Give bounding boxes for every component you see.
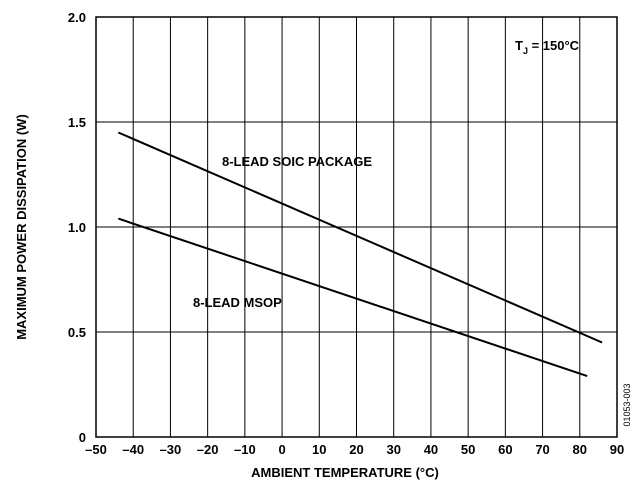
plot-frame	[95, 16, 618, 438]
y-tick-label: 0	[79, 430, 86, 445]
x-tick-label: –30	[160, 442, 182, 457]
x-tick-label: –40	[122, 442, 144, 457]
y-tick-label: 1.0	[68, 220, 86, 235]
x-tick-label: 50	[461, 442, 475, 457]
y-tick-label: 1.5	[68, 115, 86, 130]
x-tick-label: 20	[349, 442, 363, 457]
y-axis-label: MAXIMUM POWER DISSIPATION (W)	[14, 114, 29, 340]
series-lines	[117, 131, 603, 378]
x-tick-label: –20	[197, 442, 219, 457]
x-tick-label: –10	[234, 442, 256, 457]
x-tick-label: 60	[498, 442, 512, 457]
x-tick-label: 30	[386, 442, 400, 457]
x-tick-label: 0	[278, 442, 285, 457]
y-tick-label: 2.0	[68, 10, 86, 25]
x-tick-label: 70	[535, 442, 549, 457]
series-line-msop	[118, 217, 588, 378]
grid	[96, 17, 617, 437]
series-line-soic	[117, 131, 603, 344]
x-tick-label: 10	[312, 442, 326, 457]
series-label-msop: 8-LEAD MSOP	[193, 295, 282, 310]
x-axis-label: AMBIENT TEMPERATURE (°C)	[251, 465, 439, 480]
x-tick-label: –50	[85, 442, 107, 457]
x-tick-label: 90	[610, 442, 624, 457]
series-label-soic: 8-LEAD SOIC PACKAGE	[222, 154, 372, 169]
x-tick-labels: –50 –40 –30 –20 –10 0 10 20 30 40 50 60 70 80 90	[85, 442, 624, 457]
x-tick-label: 40	[424, 442, 438, 457]
figure-id: 01053-003	[622, 383, 632, 426]
y-tick-labels: 0 0.5 1.0 1.5 2.0	[68, 10, 86, 445]
y-tick-label: 0.5	[68, 325, 86, 340]
junction-temperature-annotation: TJ = 150°C	[515, 38, 580, 56]
x-tick-label: 80	[573, 442, 587, 457]
